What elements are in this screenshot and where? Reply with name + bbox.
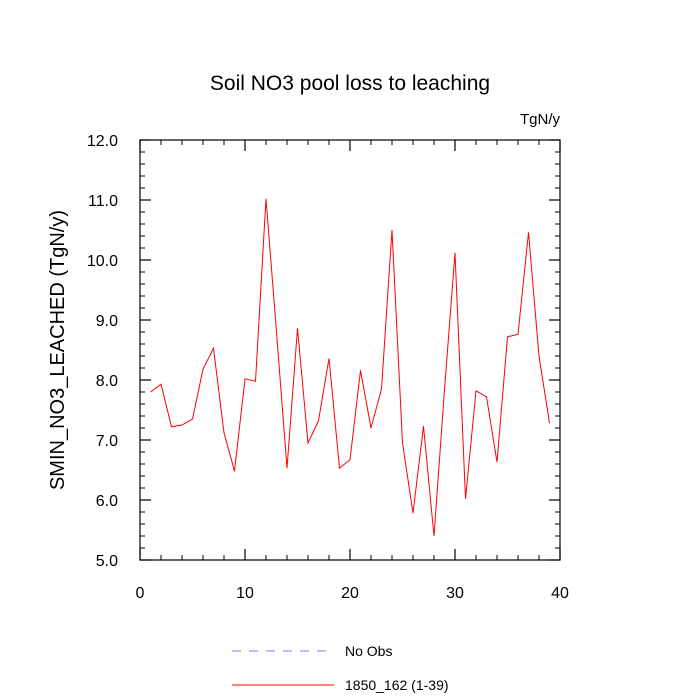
legend-label: 1850_162 (1-39) (345, 677, 449, 693)
legend-label: No Obs (345, 643, 392, 659)
y-tick-label: 5.0 (96, 553, 118, 570)
x-tick-label: 20 (341, 585, 359, 602)
series-layer (150, 198, 550, 537)
y-ticks: 5.0 6.0 7.0 8.0 9.0 10.0 11.0 12.0 (87, 133, 560, 570)
x-tick-label: 40 (551, 585, 569, 602)
chart-title: Soil NO3 pool loss to leaching (210, 72, 490, 95)
y-tick-label: 12.0 (87, 133, 118, 150)
y-tick-label: 9.0 (96, 313, 118, 330)
plot-frame (139, 139, 561, 561)
y-tick-label: 8.0 (96, 373, 118, 390)
y-tick-label: 11.0 (88, 193, 118, 210)
series-line-1 (150, 198, 550, 537)
x-tick-label: 0 (136, 585, 145, 602)
y-tick-label: 7.0 (96, 433, 118, 450)
x-tick-label: 30 (446, 585, 464, 602)
x-ticks: 0 10 20 30 40 (136, 140, 569, 602)
x-tick-label: 10 (236, 585, 254, 602)
y-tick-label: 6.0 (96, 493, 118, 510)
y-axis-label: SMIN_NO3_LEACHED (TgN/y) (47, 210, 69, 490)
y-tick-label: 10.0 (87, 253, 118, 270)
units-label: TgN/y (520, 111, 561, 128)
legend: No Obs 1850_162 (1-39) (232, 643, 449, 693)
